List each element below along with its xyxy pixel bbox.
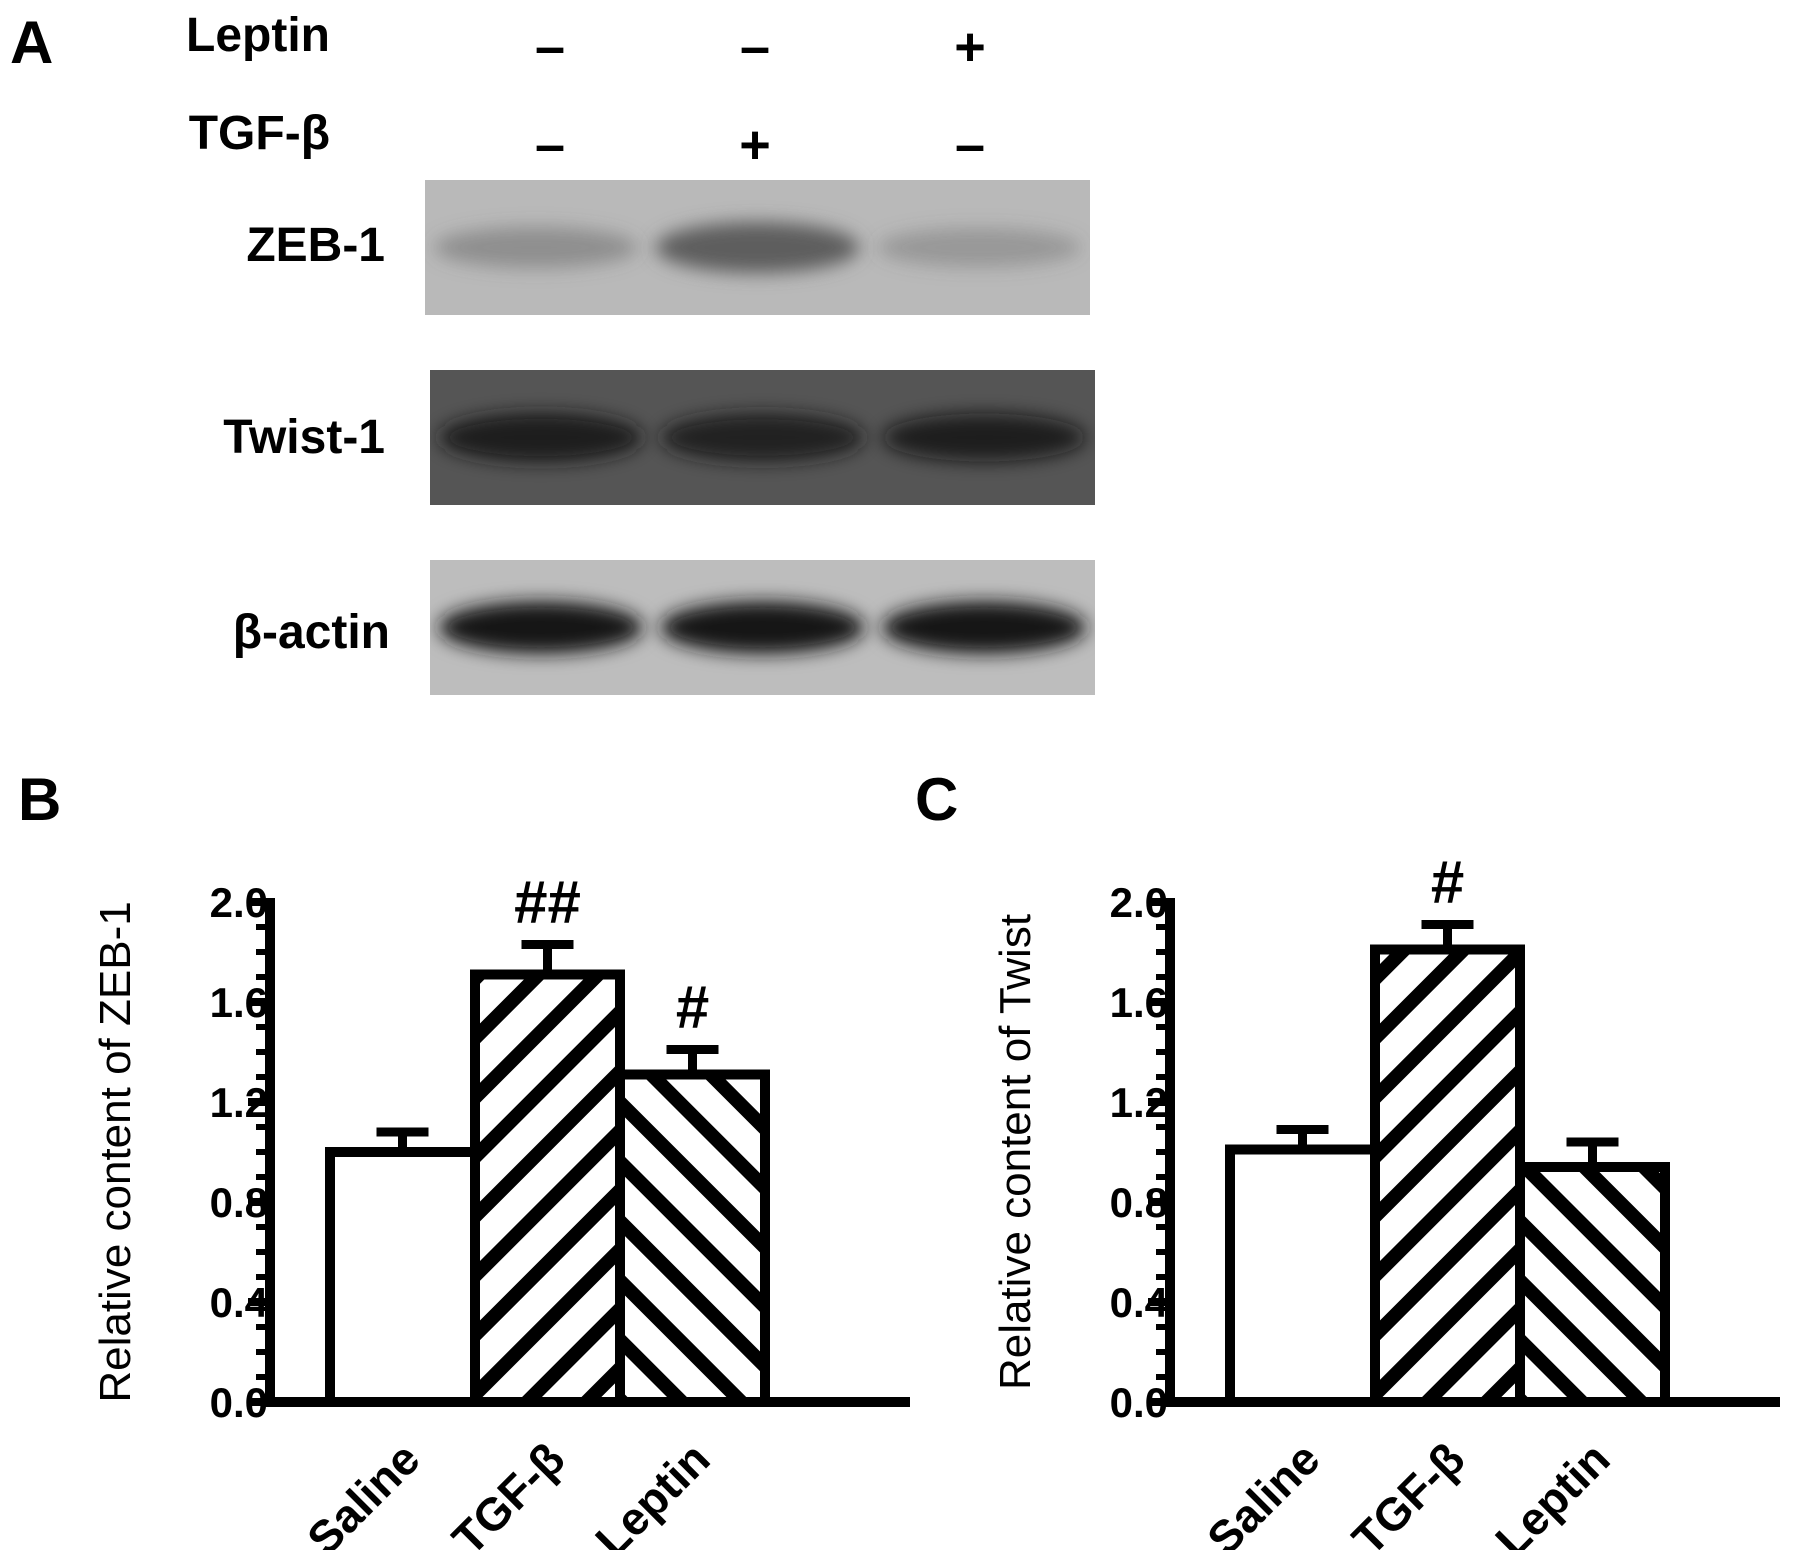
y-tick-label: 0.0	[210, 1379, 268, 1426]
y-tick-label: 0.4	[210, 1279, 269, 1326]
blot-band-lane-3	[882, 601, 1087, 654]
panel-letter-b: B	[18, 766, 62, 833]
chart-c: 0.0 0.4 0.8 1.2 1.6 2.0 Relative content of Tw…	[991, 849, 1780, 1550]
x-category-label: Leptin	[1485, 1432, 1619, 1550]
y-tick-label: 1.6	[1110, 979, 1168, 1026]
y-axis-label: Relative content of ZEB-1	[91, 901, 140, 1402]
x-category-label: TGF-β	[442, 1432, 574, 1550]
tgf-sign-1: –	[534, 115, 566, 175]
leptin-sign-2: –	[739, 17, 771, 77]
blot-zeb1	[425, 180, 1090, 315]
band-label-zeb1: ZEB-1	[246, 219, 385, 272]
x-category-label: Saline	[297, 1432, 430, 1550]
y-tick-label: 1.2	[1110, 1079, 1168, 1126]
blot-band-lane-1	[438, 412, 643, 463]
significance-mark: #	[676, 974, 709, 1041]
y-tick-label: 1.6	[210, 979, 268, 1026]
bar-1	[1225, 1144, 1380, 1407]
x-category-label: Saline	[1197, 1432, 1330, 1550]
blot-twist1	[430, 370, 1095, 505]
significance-mark: #	[1431, 849, 1464, 916]
bar-3	[1515, 1162, 1670, 1407]
y-tick-label: 0.8	[1110, 1179, 1168, 1226]
bar-2	[470, 969, 625, 1407]
tgf-sign-3: –	[954, 115, 986, 175]
y-tick-label: 2.0	[210, 879, 268, 926]
bar-3	[615, 1069, 770, 1407]
blot-band-lane-2	[660, 413, 865, 462]
blot-band-lane-2	[655, 222, 860, 273]
blot-beta-actin	[430, 560, 1095, 695]
y-tick-label: 0.4	[1110, 1279, 1169, 1326]
leptin-sign-1: –	[534, 17, 566, 77]
bar-2	[1370, 944, 1525, 1407]
blot-band-lane-1	[433, 227, 638, 268]
y-tick-label: 2.0	[1110, 879, 1168, 926]
tgf-beta-label: TGF-β	[188, 107, 330, 160]
blot-band-lane-3	[877, 228, 1082, 267]
blot-band-lane-2	[660, 601, 865, 654]
y-tick-label: 1.2	[210, 1079, 268, 1126]
blot-band-lane-1	[438, 601, 643, 654]
y-tick-label: 0.8	[210, 1179, 268, 1226]
chart-b: 0.0 0.4 0.8 1.2 1.6 2.0 Relative content of ZE…	[91, 869, 910, 1550]
leptin-label: Leptin	[186, 9, 330, 62]
leptin-sign-3: +	[954, 17, 986, 77]
x-category-label: Leptin	[585, 1432, 719, 1550]
band-label-beta-actin: β-actin	[232, 606, 390, 659]
band-label-twist1: Twist-1	[223, 411, 385, 464]
blot-band-lane-3	[882, 413, 1087, 462]
tgf-sign-2: +	[739, 115, 771, 175]
panel-letter-a: A	[10, 9, 54, 76]
panel-letter-c: C	[915, 766, 959, 833]
y-tick-label: 0.0	[1110, 1379, 1168, 1426]
x-category-label: TGF-β	[1342, 1432, 1474, 1550]
y-axis-label: Relative content of Twist	[991, 914, 1040, 1390]
bar-1	[325, 1147, 480, 1407]
significance-mark: ##	[514, 869, 581, 936]
